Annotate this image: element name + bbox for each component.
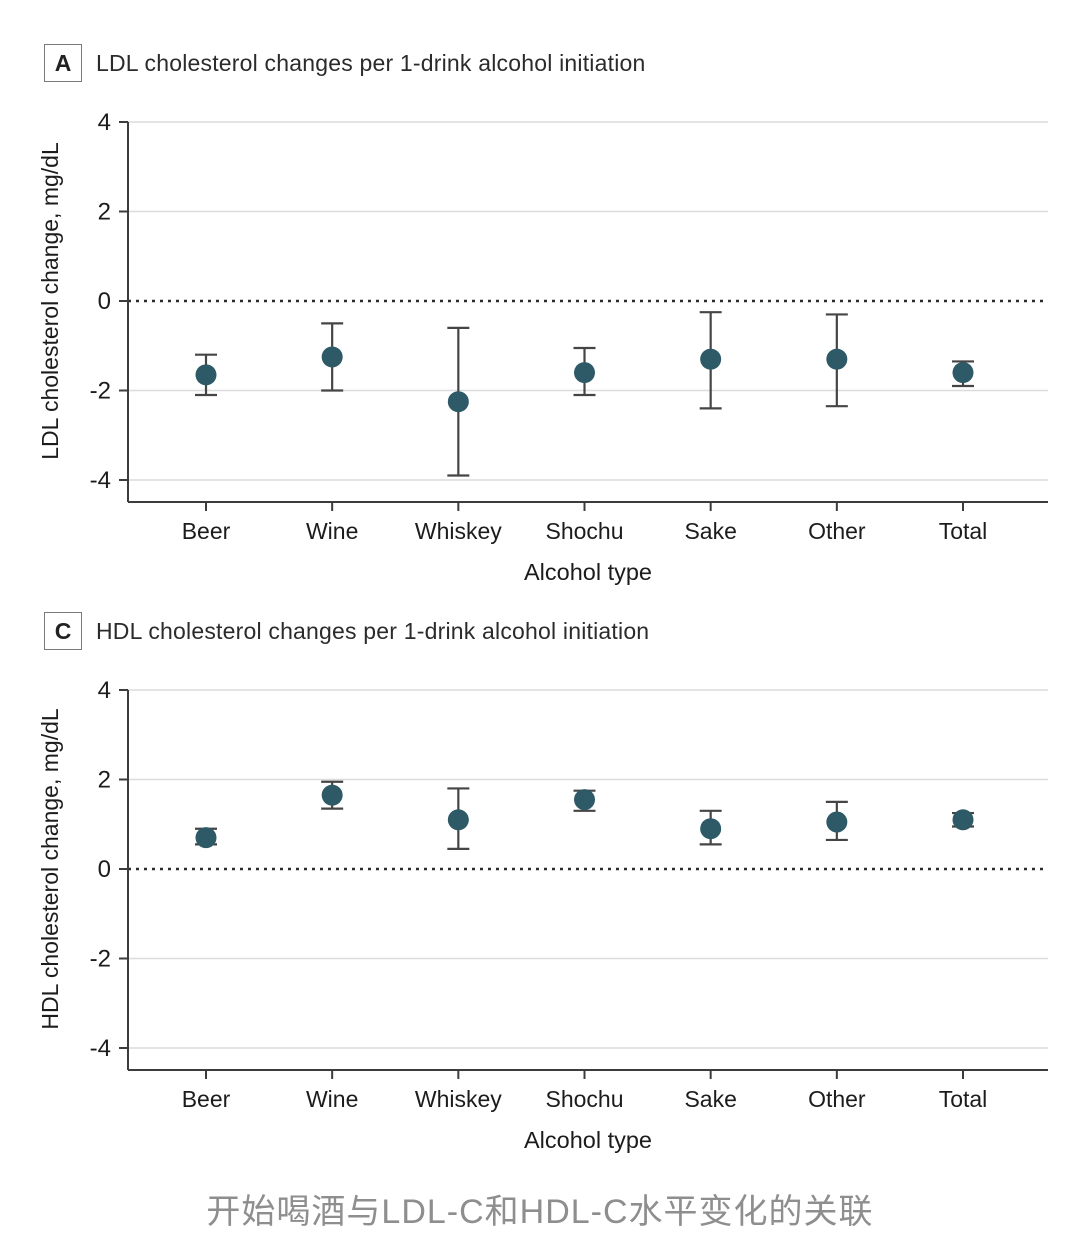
y-tick-label: -2 <box>90 378 111 405</box>
point-group-wine <box>321 780 344 810</box>
point-group-total <box>952 809 974 831</box>
y-tick-label: -4 <box>90 1035 111 1062</box>
y-tick-label: 0 <box>98 856 111 883</box>
x-tick-label-wine: Wine <box>306 518 358 544</box>
chart-svg: 4 2 0 -2 -4 Beer Wine Whiskey Shochu Sake Other Tot… <box>37 677 1048 1153</box>
point-group-shochu <box>573 789 596 812</box>
data-point <box>826 811 848 833</box>
x-tick-label-wine: Wine <box>306 1086 358 1112</box>
data-point <box>700 348 722 370</box>
x-tick-label-other: Other <box>808 518 866 544</box>
point-group-sake <box>699 809 722 846</box>
x-tick-label-beer: Beer <box>182 518 231 544</box>
x-axis-title: Alcohol type <box>524 1127 652 1153</box>
panel-c-header: C HDL cholesterol changes per 1-drink al… <box>44 590 1080 650</box>
point-group-beer <box>195 827 217 849</box>
data-point <box>447 809 469 831</box>
panel-c-label: C <box>54 617 72 644</box>
point-group-whiskey <box>447 326 470 477</box>
data-point <box>700 818 722 840</box>
point-group-shochu <box>573 346 596 397</box>
point-group-wine <box>321 322 344 392</box>
panel-a-header: A LDL cholesterol changes per 1-drink al… <box>44 0 1080 82</box>
point-group-beer <box>195 353 217 397</box>
chart-svg: 4 2 0 -2 -4 Beer Wine Whiskey Shochu Sake Other Tot… <box>37 109 1048 585</box>
x-tick-label-total: Total <box>939 1086 988 1112</box>
panel-a-label-box: A <box>44 44 82 82</box>
y-tick-label: -4 <box>90 467 111 494</box>
data-point <box>952 809 974 831</box>
panel-a: A LDL cholesterol changes per 1-drink al… <box>0 0 1080 590</box>
panel-a-label: A <box>54 49 72 76</box>
x-tick-label-beer: Beer <box>182 1086 231 1112</box>
panel-c-chart: 4 2 0 -2 -4 Beer Wine Whiskey Shochu Sake Other Tot… <box>0 658 1080 1158</box>
data-point <box>574 789 595 811</box>
data-point <box>195 364 217 386</box>
data-point <box>447 391 469 413</box>
panel-c-label-box: C <box>44 612 82 650</box>
x-tick-label-whiskey: Whiskey <box>415 518 502 544</box>
point-group-total <box>952 360 974 388</box>
data-point <box>826 348 848 370</box>
panel-a-title: LDL cholesterol changes per 1-drink alco… <box>96 49 646 76</box>
y-tick-label: 4 <box>98 677 111 704</box>
x-tick-label-total: Total <box>939 518 988 544</box>
y-axis-title: LDL cholesterol change, mg/dL <box>37 142 63 460</box>
figure-caption: 开始喝酒与LDL-C和HDL-C水平变化的关联 <box>206 1193 874 1231</box>
panel-c: C HDL cholesterol changes per 1-drink al… <box>0 590 1080 1158</box>
x-tick-label-sake: Sake <box>684 1086 736 1112</box>
y-tick-label: -2 <box>90 946 111 973</box>
x-tick-label-shochu: Shochu <box>545 518 623 544</box>
point-group-other <box>825 800 848 842</box>
data-point <box>952 362 974 384</box>
x-tick-label-shochu: Shochu <box>545 1086 623 1112</box>
point-group-sake <box>699 311 722 410</box>
data-point <box>321 784 343 806</box>
point-group-whiskey <box>447 787 470 850</box>
data-point <box>321 346 343 368</box>
x-axis-title: Alcohol type <box>524 559 652 585</box>
data-point <box>574 362 595 384</box>
y-tick-label: 2 <box>98 199 111 226</box>
panel-a-chart: 4 2 0 -2 -4 Beer Wine Whiskey Shochu Sake Other Tot… <box>0 90 1080 590</box>
x-tick-label-whiskey: Whiskey <box>415 1086 502 1112</box>
x-tick-label-other: Other <box>808 1086 866 1112</box>
point-group-other <box>825 313 848 408</box>
y-tick-label: 4 <box>98 109 111 136</box>
panel-c-title: HDL cholesterol changes per 1-drink alco… <box>96 617 650 644</box>
y-axis-title: HDL cholesterol change, mg/dL <box>37 708 63 1030</box>
x-tick-label-sake: Sake <box>684 518 736 544</box>
y-tick-label: 2 <box>98 767 111 794</box>
data-point <box>195 827 217 849</box>
y-tick-label: 0 <box>98 288 111 315</box>
